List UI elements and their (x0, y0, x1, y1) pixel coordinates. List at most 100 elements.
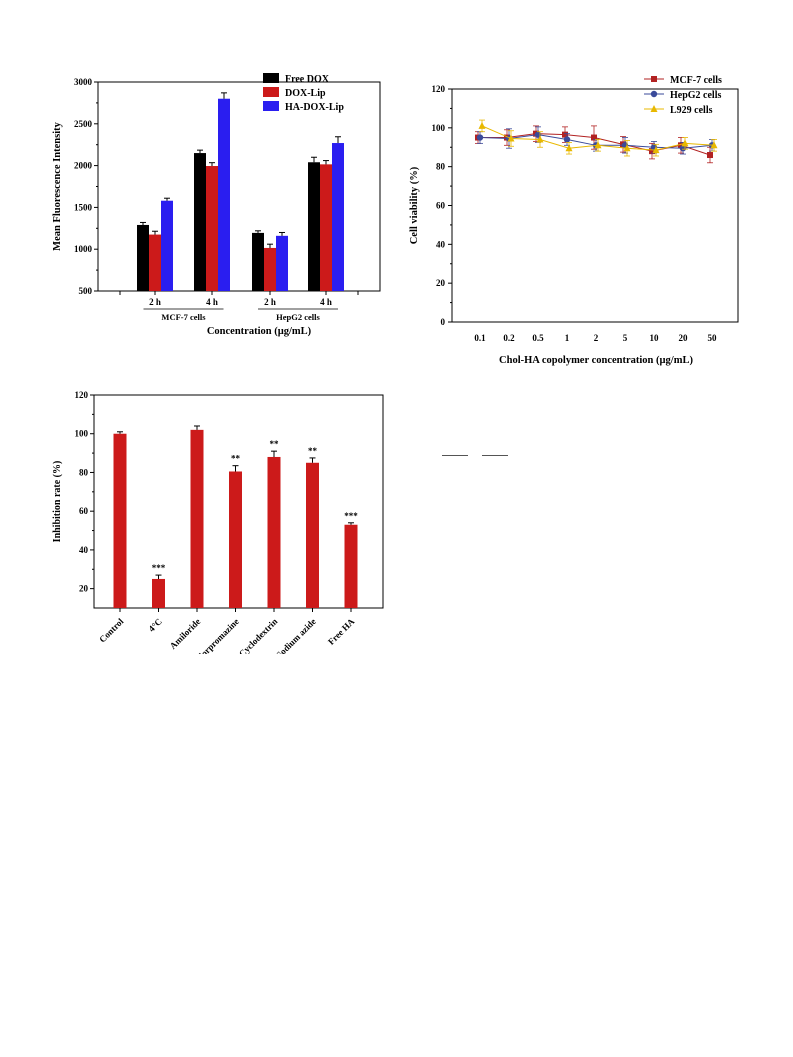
bar (194, 153, 206, 291)
bar (137, 224, 149, 291)
legend-swatch (263, 101, 279, 111)
bar (276, 235, 288, 291)
bar (206, 166, 218, 291)
bar (264, 247, 276, 291)
legend-label: DOX-Lip (285, 88, 326, 99)
x-tick-label: Control (97, 616, 126, 645)
data-point (678, 142, 684, 149)
bar (252, 232, 264, 291)
bar (161, 200, 173, 291)
data-point (534, 131, 542, 138)
y-tick-label: 0 (441, 317, 446, 327)
legend-swatch (263, 73, 279, 83)
bar (152, 578, 165, 608)
y-tick-label: 1500 (74, 202, 93, 212)
legend-label: HA-DOX-Lip (285, 102, 344, 113)
bar (332, 143, 344, 291)
x-tick-label: 10 (650, 333, 660, 343)
x-tick-label: 2 h (149, 297, 161, 307)
data-point (623, 144, 631, 152)
data-point (507, 134, 515, 142)
significance-label: ** (308, 446, 318, 456)
y-tick-label: 2000 (74, 161, 93, 171)
x-tick-label: 1 (565, 333, 570, 343)
x-tick-label: 0.2 (503, 333, 515, 343)
x-tick-label: 20 (679, 333, 689, 343)
bar (113, 433, 127, 608)
group-label: HepG2 cells (276, 312, 320, 322)
y-tick-label: 500 (79, 286, 93, 296)
x-tick-label: Free HA (326, 616, 357, 647)
x-tick-label: 50 (708, 333, 718, 343)
y-axis-label: Inhibition rate (%) (52, 461, 63, 543)
legend-marker (651, 76, 657, 82)
data-point (591, 134, 597, 141)
data-point (562, 131, 568, 138)
data-point (652, 146, 660, 154)
data-point (649, 148, 655, 155)
significance-label: *** (344, 511, 358, 521)
bar (229, 471, 242, 608)
y-tick-label: 20 (436, 278, 446, 288)
data-point (563, 136, 571, 143)
legend-label: L929 cells (670, 105, 713, 116)
data-point (478, 121, 486, 129)
y-axis-label: Mean Fluorescence Intensity (52, 121, 63, 250)
data-point (710, 141, 718, 149)
legend-label: Free DOX (285, 74, 330, 85)
x-axis-label: Concentration (µg/mL) (207, 326, 312, 337)
blank-line-right (482, 455, 508, 456)
y-tick-label: 40 (79, 545, 89, 555)
bar (267, 456, 281, 608)
y-tick-label: 2500 (74, 119, 93, 129)
x-tick-label: 2 (594, 333, 599, 343)
x-tick-label: 4°C (147, 616, 164, 633)
data-point (681, 139, 689, 147)
fluorescence-chart-svg: 500 1000 1500 2000 2500 3000 Mean Fluorescence… (52, 73, 381, 337)
x-tick-label: 4 h (206, 297, 218, 307)
inhibition-bar-chart: 20 40 60 80 100 120 Inhibition rate (%) Control… (40, 382, 400, 654)
x-tick-label: 4 h (320, 297, 332, 307)
bar (308, 162, 320, 291)
cell-viability-line-chart: 0 20 40 60 80 100 120 Cell viability (%) 0.1 0.2 0… (400, 60, 780, 380)
bar (149, 234, 161, 291)
data-point (476, 134, 484, 141)
significance-label: ** (231, 454, 241, 464)
y-tick-label: 1000 (74, 244, 93, 254)
data-point (565, 144, 573, 152)
y-tick-label: 20 (79, 584, 89, 594)
inhibition-chart-svg: 20 40 60 80 100 120 Inhibition rate (%) Control… (52, 390, 384, 654)
bar (320, 164, 332, 291)
fluorescence-bar-chart: 500 1000 1500 2000 2500 3000 Mean Fluorescence… (40, 60, 400, 360)
data-point (707, 152, 713, 159)
y-axis-label: Cell viability (%) (409, 166, 420, 244)
x-tick-label: Sodium azide (274, 616, 318, 654)
significance-label: ** (270, 439, 280, 449)
y-tick-label: 80 (79, 467, 89, 477)
legend-label: HepG2 cells (670, 90, 721, 101)
y-tick-label: 60 (79, 506, 89, 516)
x-tick-label: Amiloride (168, 616, 203, 651)
x-tick-label: Cyclodextrin (237, 616, 279, 654)
y-tick-label: 120 (75, 390, 89, 400)
y-tick-label: 100 (75, 429, 89, 439)
y-tick-label: 80 (436, 162, 446, 172)
x-tick-label: 0.1 (474, 333, 486, 343)
legend-marker (650, 90, 658, 98)
bar (190, 429, 204, 608)
y-tick-label: 100 (432, 123, 446, 133)
blank-line-left (442, 455, 468, 456)
y-tick-label: 40 (436, 239, 446, 249)
y-tick-label: 3000 (74, 77, 93, 87)
x-tick-label: 2 h (264, 297, 276, 307)
data-point (536, 135, 544, 143)
legend-label: MCF-7 cells (670, 75, 722, 86)
y-tick-label: 60 (436, 201, 446, 211)
group-label: MCF-7 cells (161, 312, 206, 322)
significance-label: *** (152, 563, 166, 573)
x-axis-label: Chol-HA copolymer concentration (µg/mL) (499, 355, 693, 366)
x-tick-label: 0.5 (532, 333, 544, 343)
data-point (594, 141, 602, 149)
legend-swatch (263, 87, 279, 97)
